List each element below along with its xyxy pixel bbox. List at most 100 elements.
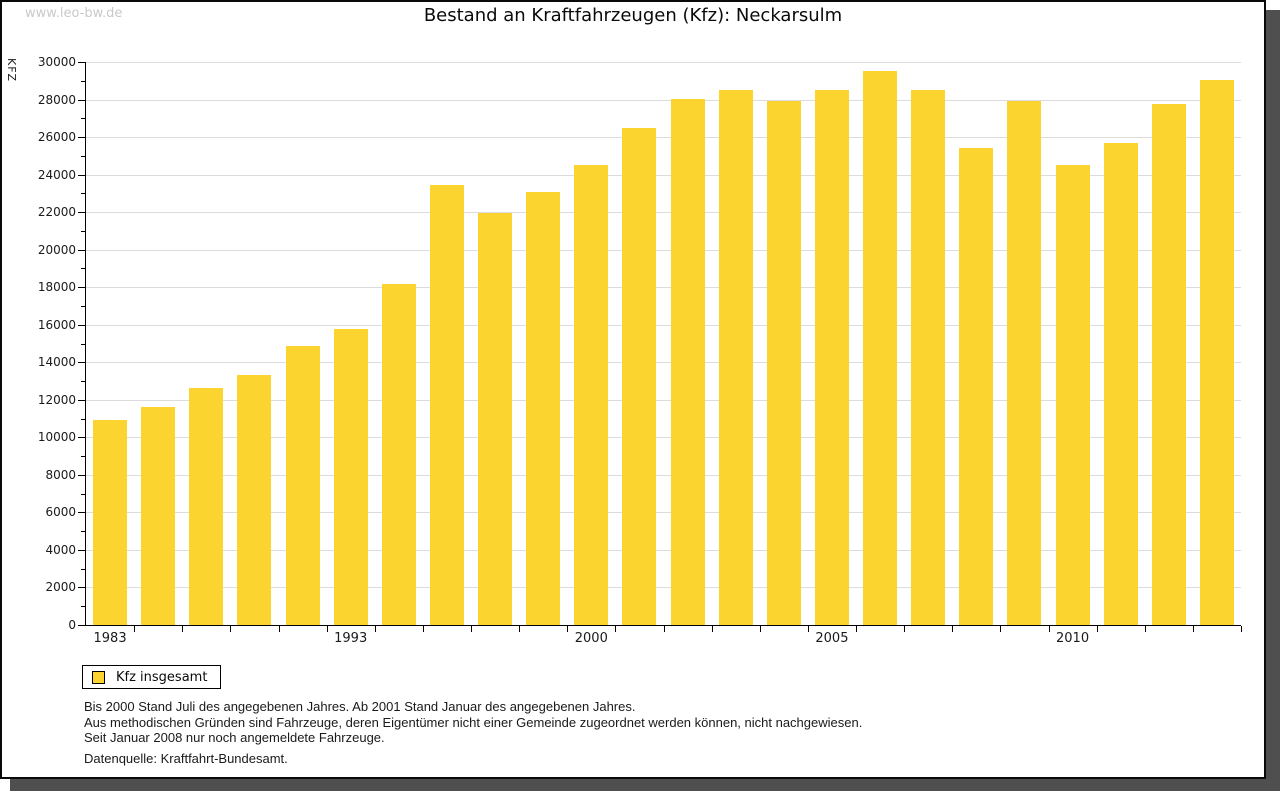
x-tick-label: 1993 — [334, 631, 368, 646]
y-tick-label: 8000 — [45, 467, 76, 482]
bar — [863, 71, 898, 625]
y-tick-label: 0 — [68, 618, 76, 632]
gridline — [86, 512, 1241, 514]
y-minor-tick — [81, 80, 85, 82]
bar — [141, 407, 176, 625]
x-tick — [952, 626, 954, 632]
bar — [381, 284, 416, 625]
x-tick — [856, 626, 857, 632]
chart-title: Bestand an Kraftfahrzeugen (Kfz): Neckar… — [423, 5, 843, 26]
bar — [333, 329, 368, 625]
x-tick — [759, 626, 761, 632]
y-major-tick — [78, 99, 85, 101]
gridline — [86, 287, 1241, 289]
y-major-tick — [78, 174, 85, 176]
x-tick — [422, 626, 424, 632]
y-major-tick — [78, 212, 85, 214]
y-major-tick — [78, 287, 85, 289]
data-source: Datenquelle: Kraftfahrt-Bundesamt. — [84, 751, 288, 766]
x-tick — [663, 626, 665, 632]
x-tick-label: 2005 — [815, 631, 849, 646]
y-tick-label: 30000 — [37, 55, 76, 69]
bar — [478, 213, 513, 625]
x-tick — [567, 626, 569, 632]
bar — [189, 387, 224, 625]
x-tick — [519, 626, 521, 632]
footnotes: Bis 2000 Stand Juli des angegebenen Jahr… — [84, 699, 862, 746]
bar — [285, 346, 320, 625]
y-major-tick — [78, 625, 85, 626]
chart-frame: www.leo-bw.de Bestand an Kraftfahrzeugen… — [0, 0, 1266, 779]
y-tick-label: 10000 — [37, 430, 76, 445]
plot-area: 0 2000 4000 6000 8000 10000 12000 14000 16000 180… — [38, 55, 1242, 646]
y-major-tick — [78, 249, 85, 251]
legend-label: Kfz insgesamt — [116, 669, 208, 685]
y-tick-label: 12000 — [37, 392, 76, 407]
y-minor-tick — [81, 305, 85, 307]
x-tick — [134, 626, 136, 632]
y-major-tick — [78, 62, 85, 63]
bar — [1103, 142, 1138, 625]
y-tick-label: 4000 — [45, 542, 76, 557]
y-tick-label: 2000 — [45, 580, 76, 595]
x-tick — [278, 626, 280, 632]
y-major-tick — [78, 137, 85, 139]
x-tick — [904, 626, 906, 632]
bar — [766, 101, 801, 625]
y-minor-tick — [81, 531, 85, 533]
y-axis-title: KFZ — [5, 58, 18, 83]
frame-shadow-right — [1266, 10, 1280, 791]
gridline — [86, 399, 1241, 401]
y-minor-tick — [81, 193, 85, 195]
y-minor-tick — [81, 606, 85, 608]
y-tick-label: 18000 — [37, 280, 76, 295]
y-minor-tick — [81, 230, 85, 232]
y-minor-tick — [81, 568, 85, 570]
gridline — [86, 62, 1241, 63]
x-tick-label: 2010 — [1056, 631, 1090, 646]
y-major-tick — [78, 512, 85, 514]
x-tick — [807, 626, 809, 632]
y-major-tick — [78, 437, 85, 439]
x-tick — [471, 626, 472, 632]
bar — [429, 184, 464, 625]
y-tick-label: 6000 — [45, 505, 76, 520]
y-major-tick — [78, 324, 85, 326]
y-tick-label: 16000 — [37, 317, 76, 332]
y-major-tick — [78, 362, 85, 364]
x-tick — [1096, 626, 1098, 632]
bar — [814, 90, 849, 625]
footnote-line: Bis 2000 Stand Juli des angegebenen Jahr… — [84, 699, 636, 714]
y-major-tick — [78, 474, 85, 476]
gridline — [86, 362, 1241, 364]
y-tick-label: 26000 — [37, 130, 76, 145]
y-major-tick — [78, 399, 85, 401]
y-minor-tick — [81, 456, 85, 458]
y-minor-tick — [81, 493, 85, 495]
y-tick-label: 28000 — [37, 92, 76, 107]
y-minor-tick — [81, 155, 85, 157]
x-tick — [1144, 626, 1146, 632]
gridline — [86, 437, 1241, 439]
y-minor-tick — [81, 381, 85, 383]
bar — [1151, 104, 1186, 625]
bar — [237, 375, 272, 625]
watermark: www.leo-bw.de — [25, 6, 123, 21]
x-tick — [1241, 626, 1242, 632]
y-tick-label: 14000 — [37, 355, 76, 370]
footnote-line: Seit Januar 2008 nur noch angemeldete Fa… — [84, 730, 385, 745]
y-major-tick — [78, 587, 85, 589]
x-tick — [1192, 626, 1194, 632]
footnote-line: Aus methodischen Gründen sind Fahrzeuge,… — [84, 714, 863, 730]
x-tick — [374, 626, 376, 632]
bar — [959, 148, 994, 625]
y-tick-label: 24000 — [37, 167, 76, 182]
x-tick-label: 1983 — [93, 631, 127, 646]
bar — [911, 90, 946, 625]
y-tick-label: 22000 — [37, 205, 76, 220]
gridline — [86, 324, 1241, 326]
y-tick-label: 20000 — [37, 242, 76, 257]
y-major-tick — [78, 549, 85, 551]
bar — [670, 98, 705, 625]
bar — [1007, 101, 1042, 625]
